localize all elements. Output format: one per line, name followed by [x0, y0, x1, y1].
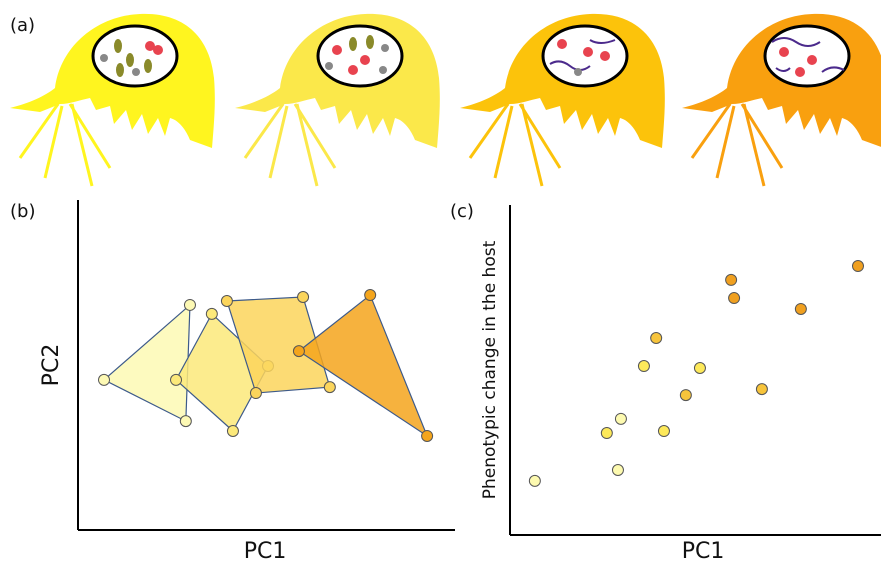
figure: (a) (b) PC1 PC2 (c) PC1 Phenotypic change in … — [0, 0, 881, 564]
point — [206, 308, 217, 319]
point — [729, 293, 740, 304]
amphipod-4 — [682, 14, 881, 186]
amphipod-3 — [460, 14, 665, 186]
x-axis-label: PC1 — [682, 539, 725, 564]
point — [221, 295, 232, 306]
point — [680, 390, 691, 401]
point — [638, 361, 649, 372]
point — [422, 430, 433, 441]
point — [612, 464, 623, 475]
point — [615, 413, 626, 424]
y-axis-label: PC2 — [39, 344, 64, 387]
point — [795, 303, 806, 314]
y-axis-label: Phenotypic change in the host — [480, 240, 500, 499]
point — [756, 384, 767, 395]
amphipod-2 — [235, 14, 440, 186]
point — [298, 292, 309, 303]
point — [180, 416, 191, 427]
point — [171, 374, 182, 385]
point — [250, 388, 261, 399]
panel-label: (b) — [10, 201, 35, 222]
point — [601, 428, 612, 439]
point — [227, 426, 238, 437]
amphipod-1 — [10, 14, 215, 186]
point — [99, 374, 110, 385]
cluster-hull — [104, 305, 190, 421]
panel-label: (c) — [450, 201, 474, 222]
point — [293, 346, 304, 357]
point — [529, 475, 540, 486]
point — [651, 332, 662, 343]
point — [365, 290, 376, 301]
point — [184, 299, 195, 310]
point — [852, 261, 863, 272]
point — [324, 382, 335, 393]
panel-label: (a) — [10, 15, 35, 36]
x-axis-label: PC1 — [244, 539, 287, 564]
point — [726, 274, 737, 285]
point — [694, 363, 705, 374]
point — [658, 426, 669, 437]
